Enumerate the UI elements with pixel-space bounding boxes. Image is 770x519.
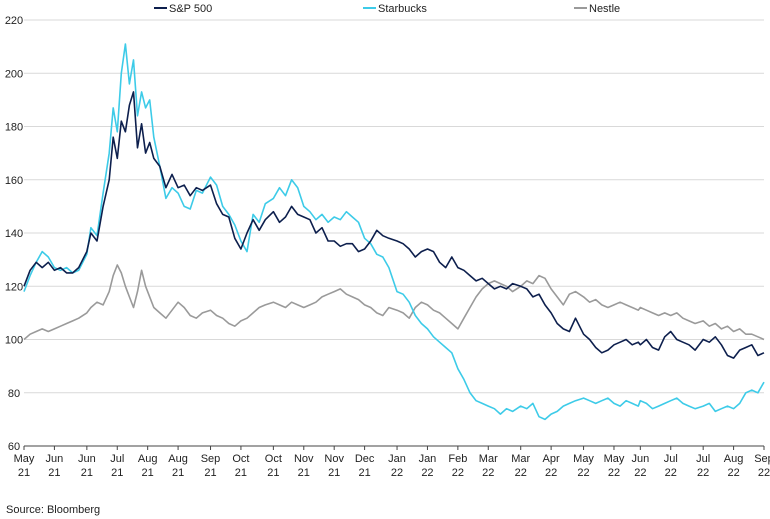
- x-tick-month: Jan: [419, 453, 437, 465]
- x-tick-year: 22: [545, 467, 557, 479]
- x-tick-month: Dec: [355, 453, 375, 465]
- x-tick-year: 22: [452, 467, 464, 479]
- x-tick-year: 21: [235, 467, 247, 479]
- x-tick-month: Feb: [448, 453, 467, 465]
- x-tick-month: May: [604, 453, 625, 465]
- x-tick-month: Aug: [168, 453, 188, 465]
- x-tick-month: Jul: [664, 453, 678, 465]
- x-tick-year: 22: [515, 467, 527, 479]
- x-tick-year: 22: [391, 467, 403, 479]
- x-tick-year: 21: [48, 467, 60, 479]
- x-tick-month: Sep: [754, 453, 770, 465]
- legend-label: Nestle: [589, 3, 620, 15]
- x-tick-year: 22: [577, 467, 589, 479]
- x-tick-month: Jul: [110, 453, 124, 465]
- x-tick-year: 21: [267, 467, 279, 479]
- x-tick-year: 21: [204, 467, 216, 479]
- x-tick-month: Sep: [201, 453, 221, 465]
- x-tick-year: 22: [727, 467, 739, 479]
- x-tick-year: 21: [111, 467, 123, 479]
- x-tick-year: 22: [758, 467, 770, 479]
- x-tick-year: 21: [172, 467, 184, 479]
- x-tick-month: Jun: [78, 453, 96, 465]
- x-tick-month: Apr: [543, 453, 560, 465]
- legend-label: Starbucks: [378, 3, 427, 15]
- y-tick-label: 60: [8, 441, 20, 453]
- x-tick-month: Aug: [724, 453, 744, 465]
- y-tick-label: 180: [5, 122, 23, 134]
- legend: S&P 500 Starbucks Nestle: [154, 3, 620, 15]
- x-tick-year: 22: [608, 467, 620, 479]
- x-tick-year: 22: [634, 467, 646, 479]
- x-tick-month: Jun: [631, 453, 649, 465]
- x-tick-year: 22: [421, 467, 433, 479]
- x-tick-month: Jul: [696, 453, 710, 465]
- y-tick-label: 160: [5, 175, 23, 187]
- series-line-starbucks: [23, 43, 765, 421]
- y-tick-label: 120: [5, 281, 23, 293]
- x-tick-year: 21: [142, 467, 154, 479]
- x-tick-month: Oct: [265, 453, 282, 465]
- x-tick-year: 21: [328, 467, 340, 479]
- x-tick-month: May: [573, 453, 594, 465]
- x-tick-month: Jan: [388, 453, 406, 465]
- x-tick-month: Nov: [294, 453, 314, 465]
- y-tick-label: 100: [5, 335, 23, 347]
- x-tick-month: Oct: [232, 453, 249, 465]
- x-tick-month: May: [14, 453, 35, 465]
- y-tick-label: 80: [8, 388, 20, 400]
- x-tick-month: Mar: [511, 453, 530, 465]
- gridlines: [24, 19, 764, 394]
- x-tick-year: 22: [665, 467, 677, 479]
- source-note: Source: Bloomberg: [6, 504, 101, 516]
- x-tick-year: 21: [358, 467, 370, 479]
- x-tick-month: Mar: [479, 453, 498, 465]
- x-tick-month: Nov: [324, 453, 344, 465]
- series-lines: [23, 43, 765, 421]
- series-line-s-p-500: [23, 91, 765, 359]
- x-tick-year: 21: [81, 467, 93, 479]
- x-tick-year: 21: [18, 467, 30, 479]
- x-tick-year: 22: [482, 467, 494, 479]
- series-line-nestle: [23, 264, 765, 341]
- y-tick-label: 140: [5, 228, 23, 240]
- x-tick-year: 22: [697, 467, 709, 479]
- axes: 60 80 100 120 140 160 180 200 220 May 21 Jun 21 Jun 21…: [5, 15, 770, 479]
- y-tick-label: 200: [5, 68, 23, 80]
- x-tick-year: 21: [298, 467, 310, 479]
- x-tick-month: Jun: [46, 453, 64, 465]
- x-tick-month: Aug: [138, 453, 158, 465]
- y-tick-label: 220: [5, 15, 23, 27]
- legend-label: S&P 500: [169, 3, 212, 15]
